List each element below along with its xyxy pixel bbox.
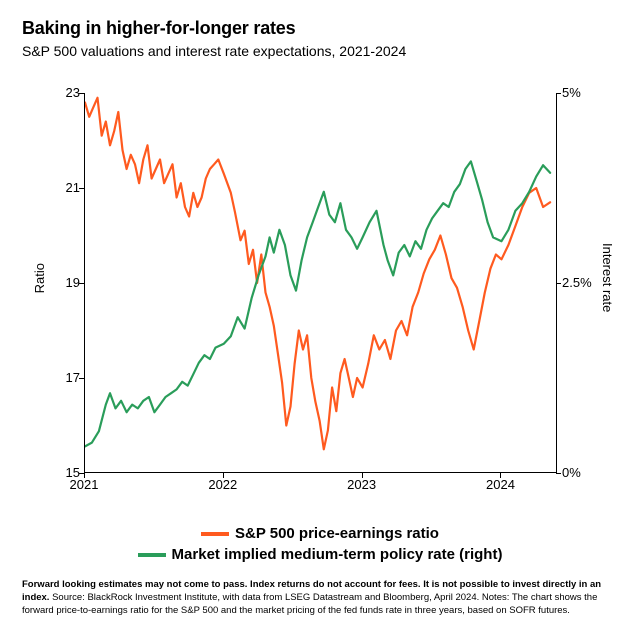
y-left-tick-label: 21 [50, 180, 80, 195]
legend-item-rate: Market implied medium-term policy rate (… [138, 546, 503, 563]
y-right-tick-mark [556, 283, 561, 284]
y-right-tick-mark [556, 473, 561, 474]
y-left-axis-label: Ratio [32, 263, 47, 293]
chart-title: Baking in higher-for-longer rates [22, 18, 618, 39]
y-left-tick-mark [79, 188, 84, 189]
y-right-tick-label: 0% [562, 465, 602, 480]
x-tick-mark [223, 473, 224, 478]
legend-label-sp500: S&P 500 price-earnings ratio [235, 525, 439, 542]
plot-svg [85, 93, 557, 473]
x-tick-label: 2024 [470, 477, 530, 492]
y-left-tick-mark [79, 93, 84, 94]
series-rate-line [85, 161, 550, 446]
legend-label-rate: Market implied medium-term policy rate (… [172, 546, 503, 563]
x-tick-label: 2022 [193, 477, 253, 492]
footnote: Forward looking estimates may not come t… [22, 579, 618, 617]
plot-region [84, 93, 556, 473]
y-left-tick-mark [79, 283, 84, 284]
y-right-tick-mark [556, 93, 561, 94]
y-right-axis-label: Interest rate [600, 243, 615, 312]
x-tick-label: 2023 [332, 477, 392, 492]
y-right-tick-label: 5% [562, 85, 602, 100]
y-left-tick-label: 17 [50, 370, 80, 385]
y-right-tick-label: 2.5% [562, 275, 602, 290]
y-left-tick-label: 19 [50, 275, 80, 290]
footnote-rest: Source: BlackRock Investment Institute, … [22, 592, 597, 616]
chart-area: Ratio Interest rate 15171921230%2.5%5%20… [22, 83, 618, 513]
series-sp500-line [85, 98, 550, 450]
legend-item-sp500: S&P 500 price-earnings ratio [201, 525, 439, 542]
x-tick-label: 2021 [54, 477, 114, 492]
y-left-tick-label: 23 [50, 85, 80, 100]
legend-swatch-sp500 [201, 532, 229, 536]
x-tick-mark [84, 473, 85, 478]
legend-swatch-rate [138, 553, 166, 557]
legend: S&P 500 price-earnings ratio Market impl… [22, 523, 618, 565]
x-tick-mark [500, 473, 501, 478]
chart-subtitle: S&P 500 valuations and interest rate exp… [22, 43, 618, 59]
x-tick-mark [362, 473, 363, 478]
y-left-tick-mark [79, 378, 84, 379]
